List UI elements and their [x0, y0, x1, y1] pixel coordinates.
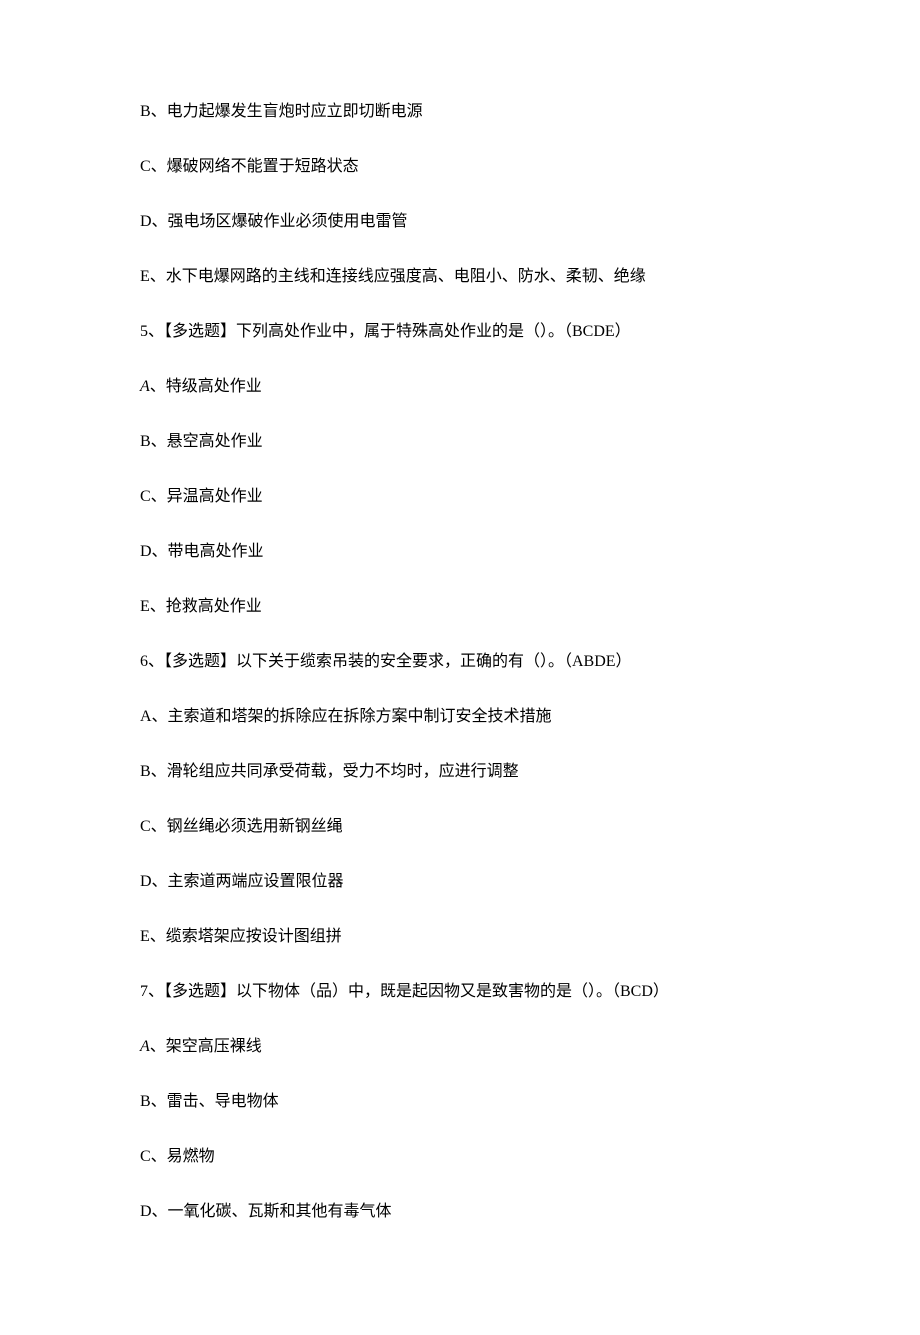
- option-line: C、钢丝绳必须选用新钢丝绳: [140, 815, 780, 839]
- option-line: D、一氧化碳、瓦斯和其他有毒气体: [140, 1200, 780, 1224]
- option-line: B、电力起爆发生盲炮时应立即切断电源: [140, 100, 780, 124]
- option-line: C、易燃物: [140, 1145, 780, 1169]
- option-line: C、异温高处作业: [140, 485, 780, 509]
- option-line: E、抢救高处作业: [140, 595, 780, 619]
- option-text: 、特级高处作业: [150, 378, 262, 395]
- option-line: A、特级高处作业: [140, 375, 780, 399]
- option-text: 、架空高压裸线: [150, 1038, 262, 1055]
- option-line: A、主索道和塔架的拆除应在拆除方案中制订安全技术措施: [140, 705, 780, 729]
- option-line: D、主索道两端应设置限位器: [140, 870, 780, 894]
- option-line: B、雷击、导电物体: [140, 1090, 780, 1114]
- document-content: B、电力起爆发生盲炮时应立即切断电源 C、爆破网络不能置于短路状态 D、强电场区…: [0, 0, 920, 1335]
- option-line: E、水下电爆网路的主线和连接线应强度高、电阻小、防水、柔韧、绝缘: [140, 265, 780, 289]
- option-letter: A: [140, 378, 150, 395]
- question-line: 5、【多选题】下列高处作业中，属于特殊高处作业的是（）。（BCDE）: [140, 320, 780, 344]
- question-line: 6、【多选题】以下关于缆索吊装的安全要求，正确的有（）。（ABDE）: [140, 650, 780, 674]
- option-line: C、爆破网络不能置于短路状态: [140, 155, 780, 179]
- option-line: B、悬空高处作业: [140, 430, 780, 454]
- option-line: B、滑轮组应共同承受荷载，受力不均时，应进行调整: [140, 760, 780, 784]
- option-letter: A: [140, 1038, 150, 1055]
- option-line: D、强电场区爆破作业必须使用电雷管: [140, 210, 780, 234]
- option-line: A、架空高压裸线: [140, 1035, 780, 1059]
- question-line: 7、【多选题】以下物体（品）中，既是起因物又是致害物的是（）。（BCD）: [140, 980, 780, 1004]
- option-line: D、带电高处作业: [140, 540, 780, 564]
- option-line: E、缆索塔架应按设计图组拼: [140, 925, 780, 949]
